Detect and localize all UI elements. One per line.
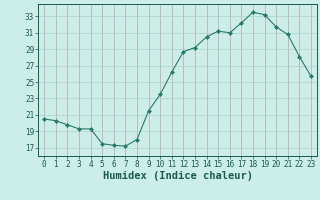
X-axis label: Humidex (Indice chaleur): Humidex (Indice chaleur) [103,171,252,181]
